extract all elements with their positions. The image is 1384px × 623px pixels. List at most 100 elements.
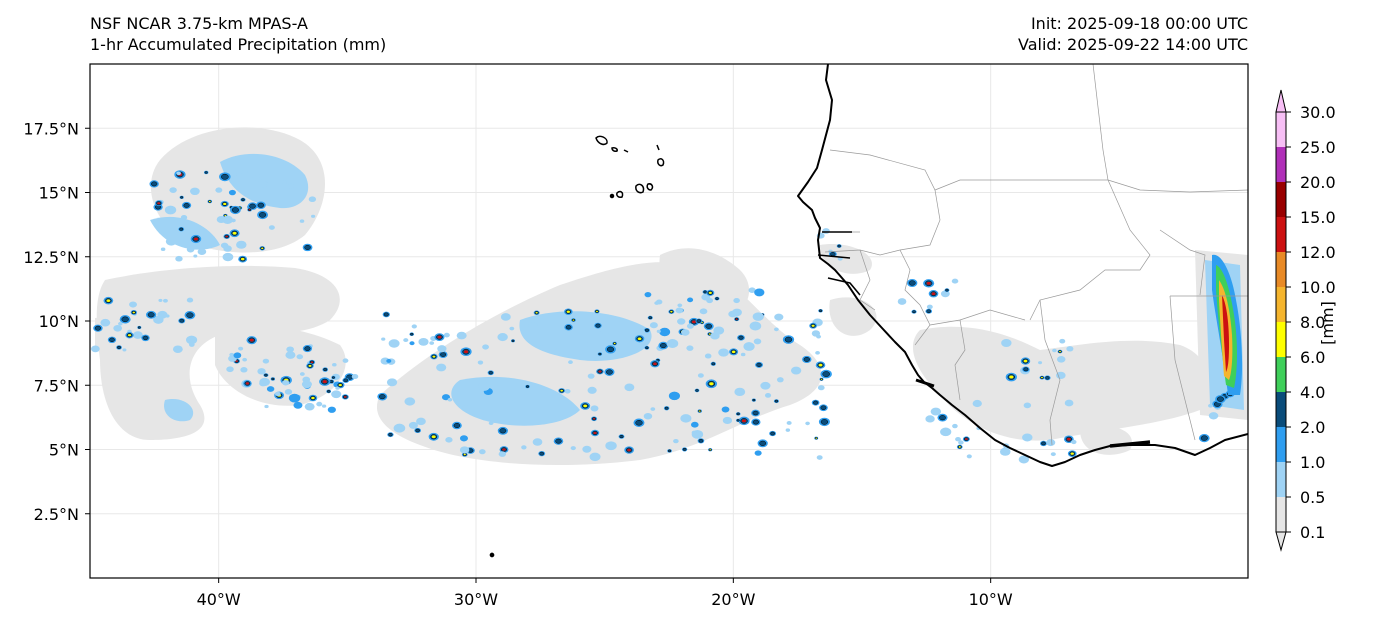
precip-cell-peak xyxy=(132,311,136,314)
precip-cell xyxy=(532,438,543,446)
precip-cell xyxy=(308,196,317,203)
precip-cell xyxy=(764,393,772,398)
precip-cell xyxy=(404,397,416,406)
precip-cell xyxy=(930,407,942,416)
precip-cell-core xyxy=(525,385,530,388)
precip-cell xyxy=(236,240,247,249)
precip-field xyxy=(90,127,1248,465)
precip-cell xyxy=(599,325,611,335)
colorbar-tick-label: 4.0 xyxy=(1300,383,1325,402)
precip-cell-peak xyxy=(193,237,198,241)
precip-cell-core xyxy=(271,377,275,381)
coastlines xyxy=(797,64,1248,467)
precip-cell-core xyxy=(186,312,194,318)
precip-cell-core xyxy=(109,337,115,342)
precip-cell xyxy=(691,430,697,435)
precip-cell xyxy=(459,435,468,442)
precip-cell xyxy=(952,423,958,429)
precip-cell xyxy=(1023,402,1032,409)
precip-cell xyxy=(282,379,290,386)
precip-cell-peak xyxy=(572,319,575,321)
precip-cell xyxy=(680,414,692,423)
field-title: 1-hr Accumulated Precipitation (mm) xyxy=(90,35,387,54)
precip-cell xyxy=(1064,399,1074,407)
precip-cell-peak xyxy=(598,370,602,373)
precip-cell xyxy=(393,423,406,433)
precip-cell-core xyxy=(257,202,265,208)
precip-cell-peak xyxy=(225,235,228,238)
precip-cell-core xyxy=(598,352,602,356)
precip-cell-peak xyxy=(431,435,436,439)
precip-cell-core xyxy=(264,373,268,377)
precip-cell xyxy=(268,225,275,230)
precip-cell-peak xyxy=(463,350,469,354)
country-borders xyxy=(824,64,1248,446)
precip-cell-core xyxy=(121,316,129,323)
precip-cell-core xyxy=(818,309,823,313)
precip-cell xyxy=(238,346,244,351)
precip-cell-peak xyxy=(310,361,314,364)
precip-cell xyxy=(386,359,392,363)
islands xyxy=(489,135,665,558)
precip-cell-core xyxy=(388,432,393,437)
precip-cell xyxy=(966,454,972,459)
precip-cell xyxy=(715,326,724,334)
precip-cell-peak xyxy=(1070,452,1074,455)
x-axis-ticks: 40°W 30°W 20°W 10°W xyxy=(197,578,1013,609)
colorbar-swatch xyxy=(1276,357,1286,392)
precip-cell xyxy=(587,373,595,379)
precip-cell-core xyxy=(221,173,229,180)
precip-cell-core xyxy=(606,369,613,375)
precip-cell-peak xyxy=(1009,375,1014,379)
precip-cell-core xyxy=(383,312,389,317)
precip-cell xyxy=(172,345,183,354)
precip-cell xyxy=(539,345,546,350)
precip-cell xyxy=(940,290,950,298)
precip-cell-peak xyxy=(208,200,211,203)
precip-cell-peak xyxy=(106,299,111,302)
precip-cell-core xyxy=(696,319,702,323)
precip-cell xyxy=(408,421,418,429)
precip-cell-core xyxy=(204,171,208,174)
colorbar-swatch xyxy=(1276,147,1286,182)
precip-cell-peak xyxy=(248,209,251,211)
precip-cell xyxy=(760,381,771,390)
precip-cell xyxy=(113,324,123,332)
precip-cell xyxy=(754,450,762,456)
precip-cell-peak xyxy=(735,318,738,320)
valid-time: Valid: 2025-09-22 14:00 UTC xyxy=(1017,35,1248,54)
precip-cell-core xyxy=(711,362,716,366)
precip-cell xyxy=(650,407,656,411)
precip-cell-peak xyxy=(235,360,238,362)
precip-cell-core xyxy=(180,196,184,199)
precip-cell xyxy=(437,345,447,353)
precip-cell-peak xyxy=(709,382,714,386)
precip-cell-peak xyxy=(1066,437,1071,441)
precip-cell-peak xyxy=(958,446,961,448)
precip-cell xyxy=(445,437,453,443)
colorbar-tick-label: 0.5 xyxy=(1300,488,1325,507)
precip-cell-peak xyxy=(595,310,598,313)
precip-cell xyxy=(443,332,450,338)
precip-cell-core xyxy=(304,244,311,250)
colorbar-swatch xyxy=(1276,392,1286,427)
precip-cell-core xyxy=(304,346,311,351)
precip-cell xyxy=(157,310,168,319)
precip-cell-core xyxy=(803,357,810,362)
precip-cell-peak xyxy=(815,437,817,439)
precip-cell-peak xyxy=(1059,350,1061,353)
precip-cell xyxy=(697,373,704,378)
precip-cell xyxy=(175,255,183,262)
precip-cell-peak xyxy=(1023,359,1028,363)
precip-cell-core xyxy=(752,419,759,425)
precip-cell xyxy=(1059,338,1066,344)
precip-cell xyxy=(215,187,223,193)
precip-cell xyxy=(284,389,293,395)
precip-cell-peak xyxy=(818,363,823,367)
precip-cell-peak xyxy=(322,380,327,384)
precip-cell xyxy=(1022,433,1033,442)
y-tick-label: 15°N xyxy=(39,184,79,203)
precip-cell-peak xyxy=(698,410,701,412)
precip-cell-core xyxy=(908,280,916,286)
